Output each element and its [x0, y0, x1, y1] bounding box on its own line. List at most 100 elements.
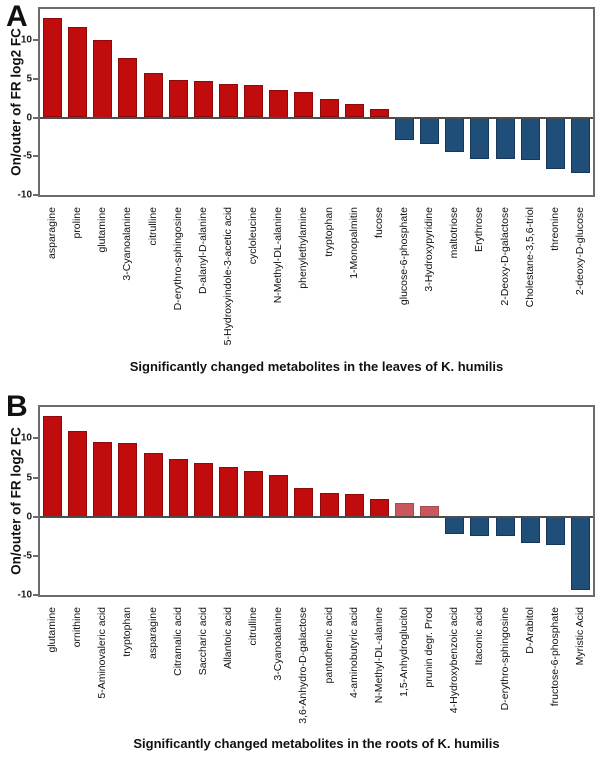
x-tick-label: Saccharic acid — [196, 607, 209, 676]
x-tick-label: Allantoic acid — [222, 607, 235, 669]
y-tick-label: 5 — [26, 472, 32, 483]
x-tick-label: 3,6-Anhydro-D-galactose — [297, 607, 310, 724]
bar — [545, 516, 565, 545]
y-tick-label: 5 — [26, 73, 32, 85]
y-tick-label: 0 — [26, 511, 32, 523]
bar — [219, 84, 239, 118]
bar — [269, 90, 289, 118]
x-tick-label: tryptophan — [121, 607, 134, 657]
x-tick-label: prunin degr. Prod — [423, 607, 436, 688]
bar — [520, 117, 540, 161]
x-tick-label: proline — [71, 207, 84, 239]
bar — [143, 453, 163, 517]
bar — [344, 493, 364, 517]
x-tick-label: 5-Aminovaleric acid — [96, 607, 109, 699]
x-tick-label: Erythrose — [473, 207, 486, 252]
x-tick-label: 4-Hydroxybenzoic acid — [448, 607, 461, 714]
bar — [193, 81, 213, 118]
x-tick-label: Cholestane-3,5,6-triol — [523, 207, 536, 308]
y-tick-mark — [33, 515, 38, 518]
x-tick-label: D-erythro-sphingosine — [171, 207, 184, 311]
bar — [369, 498, 389, 517]
x-tick-label: asparagine — [146, 607, 159, 659]
bar — [495, 516, 515, 537]
bar — [294, 488, 314, 517]
bar — [495, 117, 515, 160]
x-tick-label: glutamine — [46, 607, 59, 653]
y-tick-mark — [33, 594, 38, 596]
bar — [470, 516, 490, 537]
bar — [394, 503, 414, 517]
panel-a-letter: A — [6, 0, 28, 33]
bar — [445, 117, 465, 152]
x-tick-label: Citramalic acid — [171, 607, 184, 676]
panel-b: B On/outer of FR log2 FC 10 5 0 -5 -10 gluta… — [0, 390, 600, 755]
bar — [43, 415, 63, 517]
bar — [445, 516, 465, 534]
bar — [143, 72, 163, 118]
y-tick-mark — [33, 116, 38, 119]
bar — [219, 466, 239, 517]
x-tick-label: 3-Cyanoalanine — [272, 607, 285, 681]
x-tick-label: fucose — [372, 207, 385, 238]
panel-a-x-tick-labels: asparagine proline glutamine 3-Cyanoalanine… — [38, 202, 595, 362]
x-tick-label: D-Arabitol — [523, 607, 536, 654]
x-tick-label: fructose-6-phosphate — [548, 607, 561, 707]
bar — [520, 516, 540, 544]
x-tick-label: 5-Hydroxyindole-3-acetic acid — [222, 207, 235, 346]
x-tick-label: 3-Hydroxypyridine — [423, 207, 436, 292]
bar — [244, 84, 264, 118]
bar — [168, 79, 188, 118]
bar — [294, 91, 314, 118]
x-tick-label: glucose-6-phosphate — [397, 207, 410, 306]
bar — [118, 57, 138, 118]
x-tick-label: N-Methyl-DL-alanine — [372, 607, 385, 704]
x-tick-label: 4-aminobutyric acid — [347, 607, 360, 699]
x-tick-label: 1-Monopalmitin — [347, 207, 360, 279]
bar — [43, 18, 63, 118]
bar — [394, 117, 414, 140]
bar — [545, 117, 565, 170]
bar — [319, 98, 339, 118]
panel-b-plot-area: 10 5 0 -5 -10 — [18, 405, 595, 601]
bar — [319, 493, 339, 517]
x-tick-label: tryptophan — [322, 207, 335, 257]
panel-a-x-axis-title: Significantly changed metabolites in the… — [129, 359, 504, 374]
x-tick-label: citrulline — [247, 607, 260, 646]
panel-a-plot-area: 10 5 0 -5 -10 — [18, 7, 595, 201]
x-tick-label: 2-deoxy-D-glucose — [573, 207, 586, 296]
y-tick-label: 10 — [20, 34, 32, 46]
bar — [570, 117, 590, 174]
y-tick-label: -5 — [23, 550, 32, 562]
x-tick-label: asparagine — [46, 207, 59, 259]
y-tick-label: 10 — [20, 432, 32, 444]
x-tick-label: D-erythro-sphingosine — [498, 607, 511, 711]
y-tick-label: -10 — [17, 589, 32, 601]
y-tick-label: -10 — [17, 189, 32, 201]
x-tick-label: 2-Deoxy-D-galactose — [498, 207, 511, 306]
x-tick-label: cycloleucine — [247, 207, 260, 265]
x-tick-label: Itaconic acid — [473, 607, 486, 666]
x-tick-label: glutamine — [96, 207, 109, 253]
y-tick-label: -5 — [23, 150, 32, 162]
y-tick-mark — [33, 39, 38, 41]
y-tick-mark — [33, 194, 38, 196]
bar — [168, 459, 188, 517]
x-tick-label: phenylethylamine — [297, 207, 310, 289]
bar — [68, 26, 88, 118]
x-tick-label: Myristic Acid — [573, 607, 586, 666]
panel-b-letter: B — [6, 390, 28, 423]
bar — [68, 430, 88, 517]
bar — [470, 117, 490, 159]
x-tick-label: N-Methyl-DL-alanine — [272, 207, 285, 304]
bar — [193, 462, 213, 517]
bar — [93, 40, 113, 118]
x-tick-label: D-alanyl-D-alanine — [196, 207, 209, 294]
y-tick-mark — [33, 554, 38, 557]
x-tick-label: threonine — [548, 207, 561, 251]
x-tick-label: maltotriose — [448, 207, 461, 259]
y-tick-mark — [33, 77, 38, 80]
zero-axis-line — [40, 515, 593, 518]
x-tick-label: citrulline — [146, 207, 159, 246]
bar — [118, 443, 138, 517]
